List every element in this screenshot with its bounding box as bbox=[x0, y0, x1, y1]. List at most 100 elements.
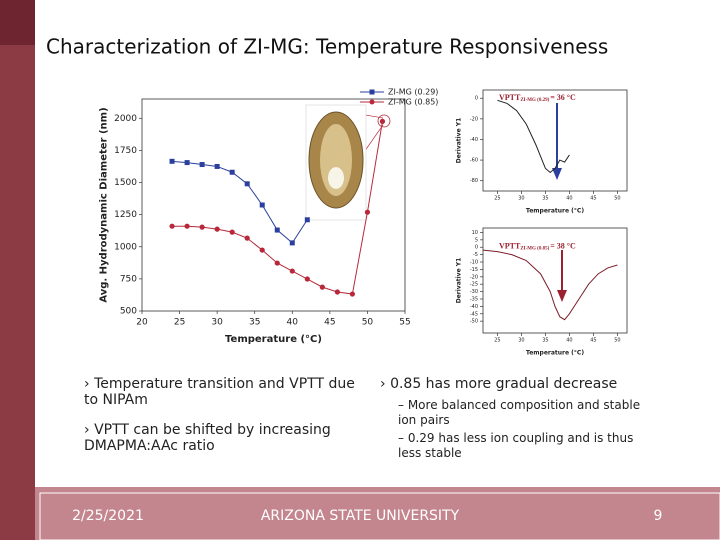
y-tick-label: -15 bbox=[470, 267, 478, 273]
plot-frame bbox=[482, 227, 628, 334]
x-tick-label: 35 bbox=[542, 196, 548, 202]
title-sub: ZI-MG (0.29) bbox=[520, 98, 549, 103]
footer-org: ARIZONA STATE UNIVERSITY bbox=[261, 508, 460, 524]
y-axis-label: Derivative Y1 bbox=[456, 258, 463, 304]
y-axis-label: Avg. Hydrodynamic Diameter (nm) bbox=[99, 107, 110, 302]
y-tick-label: -10 bbox=[470, 260, 478, 266]
x-tick-label: 50 bbox=[614, 338, 620, 344]
x-tick-label: 20 bbox=[136, 318, 148, 328]
legend-label: ZI-MG (0.29) bbox=[388, 88, 438, 97]
x-tick-label: 45 bbox=[590, 338, 596, 344]
chart-title: VPTTZI-MG (0.29)= 36 °C bbox=[499, 93, 576, 103]
x-tick-label: 30 bbox=[211, 318, 223, 328]
data-point bbox=[169, 223, 175, 229]
y-tick-label: 0 bbox=[475, 96, 478, 102]
title-main: VPTT bbox=[499, 241, 521, 250]
annotation-arrows bbox=[552, 103, 567, 302]
x-tick-label: 30 bbox=[518, 338, 524, 344]
y-tick-label: -25 bbox=[470, 282, 478, 288]
data-point bbox=[379, 118, 386, 124]
corner-block bbox=[0, 0, 35, 45]
data-point bbox=[169, 158, 175, 164]
data-point bbox=[259, 202, 265, 208]
x-tick-label: 55 bbox=[399, 318, 410, 328]
data-point bbox=[244, 181, 250, 187]
y-tick-label: 1500 bbox=[114, 178, 137, 188]
data-point bbox=[229, 229, 235, 235]
y-tick-label: 10 bbox=[472, 230, 478, 236]
title-sub: ZI-MG (0.85) bbox=[520, 247, 549, 252]
data-point bbox=[199, 224, 205, 230]
title-main: VPTT bbox=[499, 93, 521, 102]
y-tick-label: -60 bbox=[470, 158, 478, 164]
x-axis-label: Temperature (°C) bbox=[225, 334, 322, 345]
y-tick-label: -40 bbox=[470, 304, 478, 310]
x-axis-label: Temperature (°C) bbox=[526, 208, 584, 215]
legend-marker bbox=[369, 99, 375, 105]
bullet-text: VPTT can be shifted by increasing DMAPMA… bbox=[84, 422, 331, 454]
page-number: 9 bbox=[654, 508, 663, 524]
bullet: › Temperature transition and VPTT due to… bbox=[84, 376, 355, 408]
x-tick-label: 45 bbox=[324, 318, 335, 328]
footer-date: 2/25/2021 bbox=[72, 508, 144, 524]
plot-frame bbox=[141, 98, 406, 312]
title-rest: = 36 °C bbox=[550, 93, 576, 102]
chart-title: VPTTZI-MG (0.85)= 38 °C bbox=[499, 241, 576, 251]
y-tick-label: 1750 bbox=[114, 146, 137, 156]
data-line bbox=[482, 249, 618, 321]
data-point bbox=[304, 217, 310, 223]
data-point bbox=[184, 160, 190, 166]
y-axis-label: Derivative Y1 bbox=[456, 118, 463, 164]
y-tick-label: -35 bbox=[470, 296, 478, 302]
data-point bbox=[184, 223, 190, 229]
data-point bbox=[244, 235, 250, 241]
x-tick-label: 35 bbox=[542, 338, 548, 344]
data-point bbox=[259, 247, 265, 253]
x-axis-label: Temperature (°C) bbox=[526, 350, 584, 357]
data-point bbox=[229, 169, 235, 175]
y-tick-label: -80 bbox=[470, 178, 478, 184]
y-tick-label: 1250 bbox=[114, 210, 137, 220]
x-tick-label: 25 bbox=[494, 196, 500, 202]
legend-label: ZI-MG (0.85) bbox=[388, 98, 438, 107]
x-tick-label: 40 bbox=[287, 318, 299, 328]
y-tick-label: -50 bbox=[470, 319, 478, 325]
inset-image bbox=[305, 104, 391, 221]
x-tick-label: 50 bbox=[362, 318, 374, 328]
x-tick-label: 40 bbox=[566, 196, 572, 202]
bullet-text: 0.85 has more gradual decrease bbox=[390, 376, 618, 392]
data-point bbox=[364, 209, 371, 215]
bullet: › 0.85 has more gradual decrease bbox=[380, 376, 618, 392]
footer-band bbox=[35, 487, 720, 540]
y-tick-label: -40 bbox=[470, 137, 478, 143]
data-line bbox=[172, 160, 308, 244]
x-tick-label: 40 bbox=[566, 338, 572, 344]
data-point bbox=[334, 289, 340, 295]
data-point bbox=[304, 276, 310, 282]
data-point bbox=[199, 162, 205, 168]
side-stripe bbox=[0, 0, 35, 540]
y-tick-label: -5 bbox=[473, 252, 478, 258]
y-tick-label: 500 bbox=[120, 307, 137, 317]
bullet-text: Temperature transition and VPTT due to N… bbox=[84, 376, 355, 408]
y-tick-label: 0 bbox=[475, 245, 478, 251]
y-tick-label: 2000 bbox=[114, 114, 137, 124]
x-tick-label: 30 bbox=[518, 196, 524, 202]
y-tick-label: 5 bbox=[475, 237, 478, 243]
data-point bbox=[349, 291, 355, 297]
data-point bbox=[274, 260, 280, 266]
sub-bullet: – 0.29 has less ion coupling and is thus… bbox=[398, 431, 634, 460]
y-tick-label: -20 bbox=[470, 274, 478, 280]
data-point bbox=[214, 226, 220, 232]
title-rest: = 38 °C bbox=[550, 241, 576, 250]
x-tick-label: 25 bbox=[174, 318, 185, 328]
x-tick-label: 50 bbox=[614, 196, 620, 202]
y-tick-label: -45 bbox=[470, 311, 478, 317]
y-tick-label: 750 bbox=[120, 274, 137, 284]
data-point bbox=[214, 163, 220, 169]
y-tick-label: -30 bbox=[470, 289, 478, 295]
data-point bbox=[289, 240, 295, 246]
y-tick-label: -20 bbox=[470, 116, 478, 122]
